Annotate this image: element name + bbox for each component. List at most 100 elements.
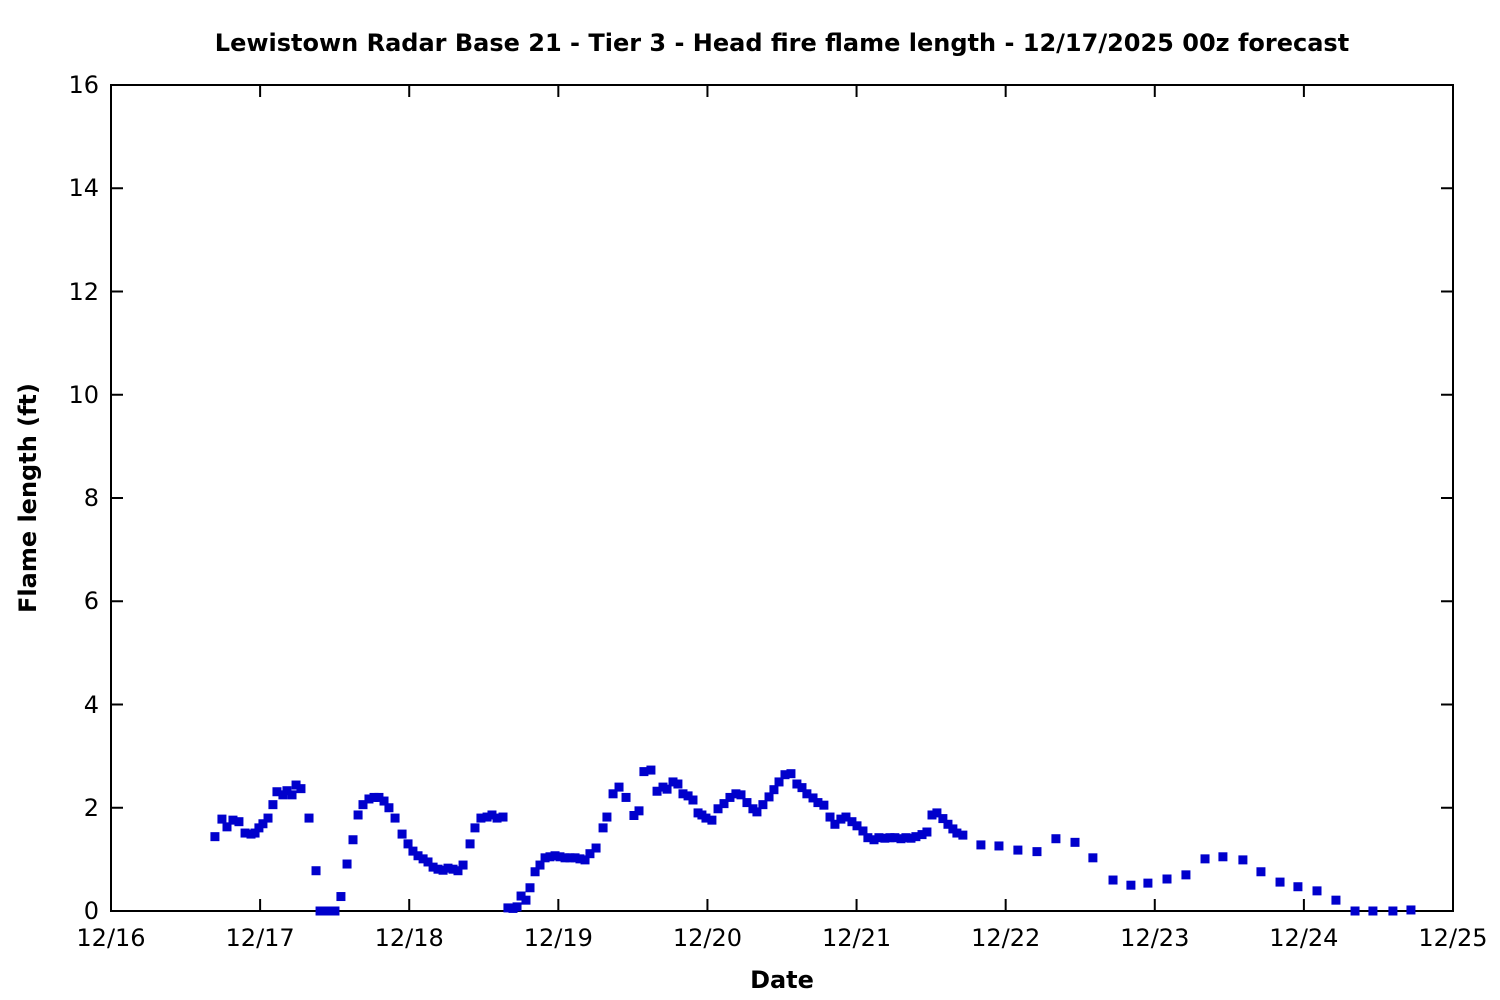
data-point <box>825 812 835 822</box>
data-point <box>512 902 522 912</box>
data-point <box>348 835 358 845</box>
data-point <box>228 815 238 825</box>
data-point <box>752 807 762 817</box>
y-tick-label: 14 <box>68 174 99 203</box>
data-point <box>952 828 962 838</box>
data-point <box>555 852 565 862</box>
data-point <box>922 827 932 837</box>
data-point <box>492 813 502 823</box>
data-point <box>896 834 906 844</box>
data-point <box>890 833 900 843</box>
x-axis-label: Date <box>750 966 814 994</box>
data-point <box>217 814 227 824</box>
data-point <box>1162 874 1172 884</box>
data-point <box>901 833 911 843</box>
data-point <box>369 792 379 802</box>
data-point <box>364 794 374 804</box>
data-point <box>585 849 595 859</box>
data-point <box>413 851 423 861</box>
y-tick-label: 8 <box>83 484 99 512</box>
data-point <box>841 812 851 822</box>
data-point <box>418 854 428 864</box>
data-point <box>932 808 942 818</box>
data-point <box>311 866 321 876</box>
data-point <box>1200 854 1210 864</box>
x-tick-label: 12/23 <box>1120 924 1190 952</box>
data-point <box>423 857 433 867</box>
data-point <box>634 806 644 816</box>
data-point <box>516 891 526 901</box>
data-point <box>287 790 297 800</box>
data-point <box>731 789 741 799</box>
data-point <box>530 867 540 877</box>
data-point <box>1256 867 1266 877</box>
data-point <box>550 851 560 861</box>
data-point <box>847 817 857 827</box>
data-point <box>906 833 916 843</box>
x-tick-label: 12/18 <box>374 924 444 952</box>
data-point <box>565 853 575 863</box>
data-point <box>268 800 278 810</box>
data-point <box>786 769 796 779</box>
data-point <box>222 822 232 832</box>
data-point <box>678 789 688 799</box>
data-point <box>958 830 968 840</box>
data-point <box>927 810 937 820</box>
data-point <box>652 786 662 796</box>
data-point <box>540 853 550 863</box>
data-point <box>774 777 784 787</box>
data-point <box>1238 855 1248 865</box>
data-point <box>503 903 513 913</box>
data-point <box>911 832 921 842</box>
data-point <box>819 800 829 810</box>
data-point <box>1088 853 1098 863</box>
data-point <box>1013 845 1023 855</box>
data-point <box>885 833 895 843</box>
data-point <box>1293 882 1303 892</box>
data-point <box>470 823 480 833</box>
data-point <box>433 864 443 874</box>
data-point <box>476 813 486 823</box>
data-point <box>1143 878 1153 888</box>
data-point <box>813 798 823 808</box>
data-point <box>1051 834 1061 844</box>
data-point <box>602 812 612 822</box>
data-point <box>836 814 846 824</box>
x-tick-label: 12/19 <box>523 924 593 952</box>
data-point <box>976 840 986 850</box>
data-point <box>428 862 438 872</box>
data-point <box>802 789 812 799</box>
data-point <box>250 828 260 838</box>
data-point <box>1181 870 1191 880</box>
y-tick-label: 6 <box>83 587 99 616</box>
data-point <box>487 810 497 820</box>
y-tick-label: 10 <box>68 380 99 409</box>
data-point <box>374 792 384 802</box>
data-point <box>330 906 340 916</box>
data-point <box>1108 875 1118 885</box>
x-tick-label: 12/22 <box>971 924 1041 952</box>
data-point <box>545 852 555 862</box>
data-point <box>764 792 774 802</box>
data-point <box>673 779 683 789</box>
data-point <box>272 787 282 797</box>
data-point <box>662 784 672 794</box>
y-tick-label: 12 <box>68 277 99 306</box>
data-point <box>792 779 802 789</box>
data-point <box>1388 906 1398 916</box>
data-point <box>863 833 873 843</box>
data-point <box>852 821 862 831</box>
data-point <box>465 839 475 849</box>
y-tick-label: 0 <box>83 897 99 925</box>
data-point <box>580 855 590 865</box>
data-point <box>438 865 448 875</box>
data-point <box>304 813 314 823</box>
x-tick-label: 12/21 <box>821 924 892 952</box>
data-point <box>797 783 807 793</box>
x-tick-marks <box>259 85 1305 911</box>
data-point <box>830 819 840 829</box>
data-point <box>458 860 468 870</box>
data-point <box>234 817 244 827</box>
data-point <box>943 819 953 829</box>
